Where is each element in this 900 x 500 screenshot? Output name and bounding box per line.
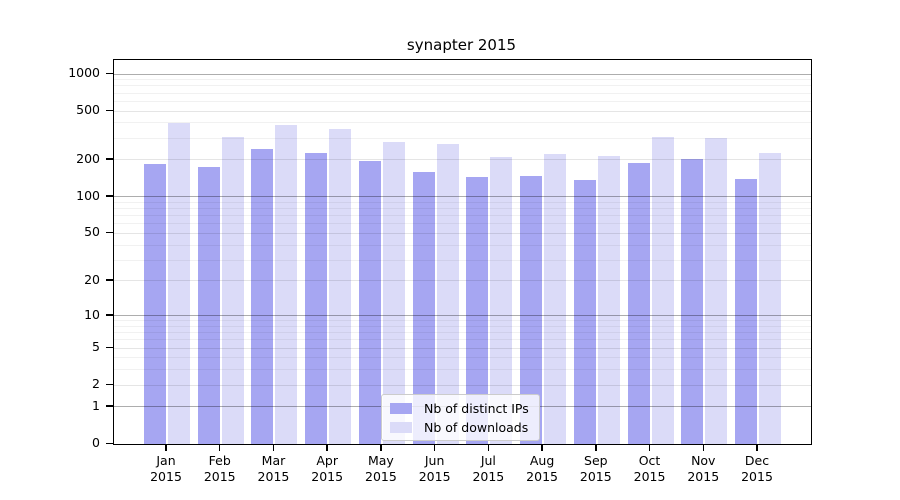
y-tick-label: 10 — [84, 306, 100, 322]
bar-downloads-apr — [329, 129, 352, 444]
legend-label-distinct-ips: Nb of distinct IPs — [424, 400, 529, 416]
y-tick — [106, 195, 113, 197]
x-tick — [756, 444, 758, 451]
x-tick-label: Jul 2015 — [472, 453, 505, 484]
bar-downloads-sep — [597, 155, 620, 444]
bar-distinct-ips-mar — [251, 148, 274, 444]
x-tick — [272, 444, 275, 451]
bar-downloads-feb — [221, 136, 244, 444]
bar-downloads-jan — [168, 123, 190, 444]
y-tick — [106, 158, 113, 160]
y-tick — [106, 383, 113, 386]
bar-group-jan — [144, 123, 190, 444]
bar-group-feb — [197, 136, 244, 444]
bar-distinct-ips-jun — [412, 171, 435, 444]
bar-distinct-ips-may — [358, 161, 381, 444]
legend-item-distinct-ips: Nb of distinct IPs — [390, 400, 529, 416]
plot-area: Nb of distinct IPs Nb of downloads — [113, 59, 812, 445]
x-tick-label: May 2015 — [365, 453, 397, 484]
y-tick-label: 2 — [92, 376, 100, 392]
y-tick-label: 20 — [84, 271, 100, 287]
y-tick — [106, 279, 113, 281]
x-tick-label: Dec 2015 — [741, 453, 773, 484]
bars-layer — [114, 60, 811, 444]
y-tick — [106, 442, 113, 444]
y-tick — [106, 109, 113, 112]
bar-group-apr — [305, 129, 352, 444]
x-tick — [702, 444, 705, 451]
bar-downloads-dec — [759, 152, 781, 444]
bar-group-jul — [466, 156, 513, 444]
bar-group-mar — [251, 125, 298, 444]
y-tick-label: 50 — [84, 224, 100, 240]
bar-group-sep — [573, 155, 620, 444]
y-tick — [106, 346, 113, 349]
x-tick-label: Mar 2015 — [257, 453, 290, 484]
bar-distinct-ips-jan — [144, 164, 166, 444]
bar-distinct-ips-oct — [627, 162, 650, 444]
bar-group-aug — [520, 154, 567, 444]
x-tick-label: Jan 2015 — [150, 453, 182, 484]
y-tick-label: 1 — [92, 397, 100, 413]
x-tick-label: Oct 2015 — [633, 453, 666, 484]
y-tick — [106, 231, 113, 234]
x-tick — [487, 444, 490, 451]
bar-group-dec — [735, 152, 781, 444]
bar-downloads-mar — [275, 125, 298, 444]
bar-distinct-ips-sep — [573, 179, 596, 444]
legend-swatch-distinct-ips — [390, 402, 412, 414]
bar-group-nov — [681, 138, 728, 444]
legend: Nb of distinct IPs Nb of downloads — [381, 394, 540, 441]
y-tick — [106, 314, 113, 316]
x-tick — [165, 444, 167, 451]
x-tick — [595, 444, 597, 451]
x-tick — [648, 444, 651, 451]
y-tick-label: 100 — [76, 187, 100, 203]
x-tick — [433, 444, 436, 451]
chart-title: synapter 2015 — [406, 36, 517, 54]
legend-item-downloads: Nb of downloads — [390, 419, 529, 435]
x-tick-label: Jun 2015 — [418, 453, 451, 484]
bar-distinct-ips-dec — [735, 178, 757, 444]
bar-distinct-ips-apr — [305, 153, 328, 444]
y-tick — [106, 405, 113, 407]
x-tick-label: Nov 2015 — [687, 453, 720, 484]
x-tick-label: Aug 2015 — [526, 453, 558, 484]
x-tick — [541, 444, 543, 451]
legend-swatch-downloads — [390, 421, 412, 433]
bar-group-may — [358, 141, 405, 444]
bar-group-oct — [627, 136, 674, 444]
y-tick-label: 5 — [92, 339, 100, 355]
y-tick-label: 1000 — [68, 65, 100, 80]
x-tick — [326, 444, 328, 451]
bar-distinct-ips-aug — [520, 176, 543, 444]
y-tick-label: 500 — [76, 102, 100, 118]
bar-distinct-ips-feb — [197, 166, 220, 444]
y-tick-label: 200 — [76, 150, 100, 166]
x-tick — [380, 444, 382, 451]
x-tick-label: Apr 2015 — [311, 453, 344, 484]
bar-downloads-jul — [490, 156, 513, 444]
x-tick — [218, 444, 221, 451]
x-tick-label: Feb 2015 — [203, 453, 236, 484]
bar-downloads-jun — [436, 144, 459, 444]
bar-distinct-ips-jul — [466, 176, 489, 444]
bar-downloads-aug — [544, 154, 567, 444]
y-tick-label: 0 — [92, 435, 100, 450]
x-tick-label: Sep 2015 — [579, 453, 612, 484]
legend-label-downloads: Nb of downloads — [424, 419, 529, 435]
bar-downloads-nov — [705, 138, 728, 444]
bar-downloads-may — [382, 141, 405, 444]
bar-distinct-ips-nov — [681, 158, 704, 444]
bar-downloads-oct — [651, 136, 674, 444]
y-tick — [106, 72, 113, 74]
bar-group-jun — [412, 144, 459, 444]
